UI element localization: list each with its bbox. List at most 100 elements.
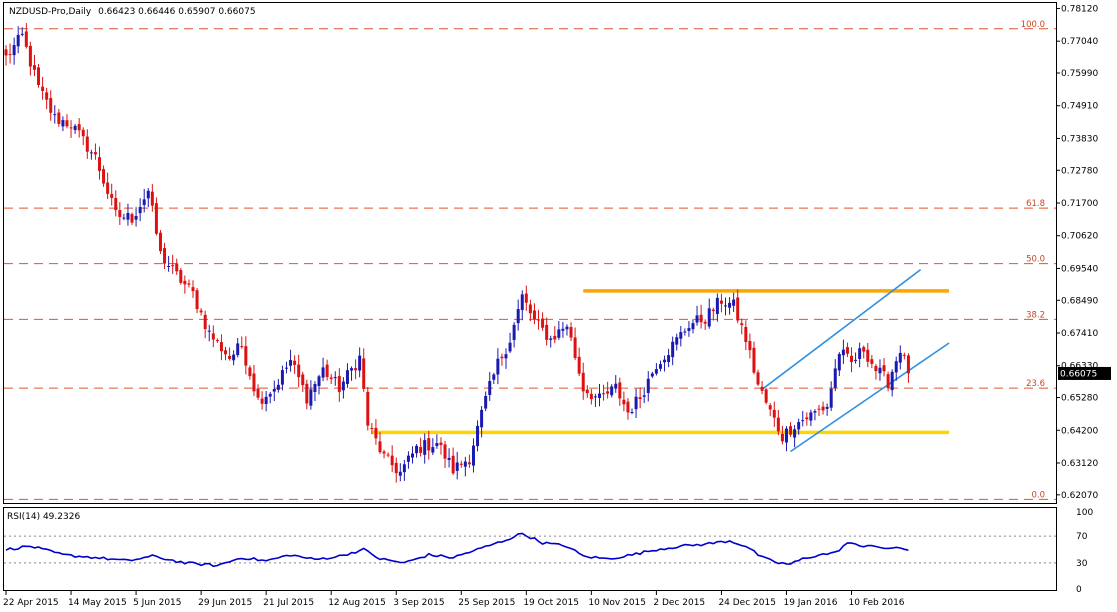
candle-body [638, 397, 642, 400]
candle [801, 410, 805, 427]
candle-body [224, 350, 228, 355]
price-tick-label: 0.65280 [1061, 394, 1098, 404]
candle-body [325, 364, 329, 378]
candle [309, 380, 313, 410]
candle [744, 320, 748, 351]
candle [175, 258, 179, 275]
candle [541, 312, 545, 331]
candle [57, 108, 61, 127]
candle-body [890, 371, 894, 391]
time-tick-label: 19 Jan 2016 [783, 598, 837, 608]
candle-body [419, 446, 423, 453]
candle [622, 391, 626, 412]
candle [130, 212, 134, 226]
candle-body [606, 391, 610, 394]
candle-body [471, 445, 475, 466]
candle [354, 359, 358, 380]
candle [118, 202, 122, 226]
candle-body [736, 297, 740, 321]
candle-body [602, 393, 606, 395]
candle-body [175, 263, 179, 272]
candle-body [488, 381, 492, 395]
candle-body [337, 376, 341, 392]
candle [902, 352, 906, 360]
candle-body [313, 384, 317, 393]
candle-body [284, 367, 288, 369]
candle-body [597, 393, 601, 398]
rsi-line [5, 532, 909, 568]
candle [549, 335, 553, 348]
candle-body [585, 389, 589, 394]
candle-body [634, 396, 638, 410]
candle [740, 318, 744, 335]
candle [390, 445, 394, 473]
candle-body [49, 98, 53, 113]
candle [565, 324, 569, 336]
candle-body [797, 422, 801, 430]
candle-body [203, 314, 207, 330]
candle-body [878, 367, 882, 374]
candle-body [837, 354, 841, 371]
candle-body [516, 309, 520, 324]
candle-body [646, 378, 650, 393]
candle [719, 293, 723, 313]
candle [447, 448, 451, 468]
rsi-label: RSI(14) 49.2326 [7, 512, 80, 522]
candle [545, 317, 549, 346]
candle-body [211, 333, 215, 340]
candle [691, 319, 695, 334]
candle-body [24, 31, 28, 47]
candle [634, 388, 638, 418]
candle-body [545, 324, 549, 340]
candle [126, 203, 130, 226]
candle [419, 437, 423, 457]
candle-body [524, 293, 528, 303]
time-axis: 22 Apr 2015 14 May 2015 5 Jun 2015 29 Jun 2… [3, 591, 905, 608]
candle [350, 366, 354, 381]
candle-body [289, 360, 293, 366]
candle-body [845, 347, 849, 354]
candle [122, 213, 126, 221]
fib-label: 23.6 [1026, 379, 1045, 389]
candle-body [427, 438, 431, 451]
candle [764, 387, 768, 405]
main-panel-border [3, 2, 1057, 504]
candle [228, 347, 232, 361]
candle [358, 347, 362, 378]
candle [813, 409, 817, 421]
candle-body [321, 367, 325, 378]
candle-body [569, 327, 573, 338]
candle [642, 387, 646, 404]
candle [695, 305, 699, 326]
candle-body [102, 169, 106, 184]
candle-body [167, 265, 171, 267]
candle [301, 371, 305, 393]
candle-body [358, 355, 362, 371]
candle [203, 310, 207, 339]
time-tick-label: 10 Nov 2015 [588, 598, 646, 608]
price-tick-label: 0.66330 [1061, 362, 1098, 372]
candle-body [97, 157, 101, 171]
candle-body [260, 398, 264, 404]
price-tick-label: 0.69540 [1061, 264, 1098, 274]
candle-body [679, 332, 683, 339]
candle-body [126, 213, 130, 220]
candle [423, 433, 427, 464]
candle-body [724, 305, 728, 307]
fib-label: 38.2 [1026, 310, 1045, 320]
candle-body [809, 412, 813, 421]
symbol-label: NZDUSD-Pro,Daily 0.66423 0.66446 0.65907… [9, 7, 256, 17]
candle-body [354, 368, 358, 371]
candle-body [398, 471, 402, 476]
candle-body [707, 308, 711, 327]
candle-body [593, 396, 597, 398]
candle [858, 342, 862, 368]
candle-body [711, 309, 715, 312]
candle [805, 412, 809, 426]
candle-body [561, 328, 565, 331]
candle-body [459, 463, 463, 465]
candle [732, 292, 736, 312]
candle [780, 425, 784, 445]
time-tick-label: 5 Jun 2015 [133, 598, 181, 608]
